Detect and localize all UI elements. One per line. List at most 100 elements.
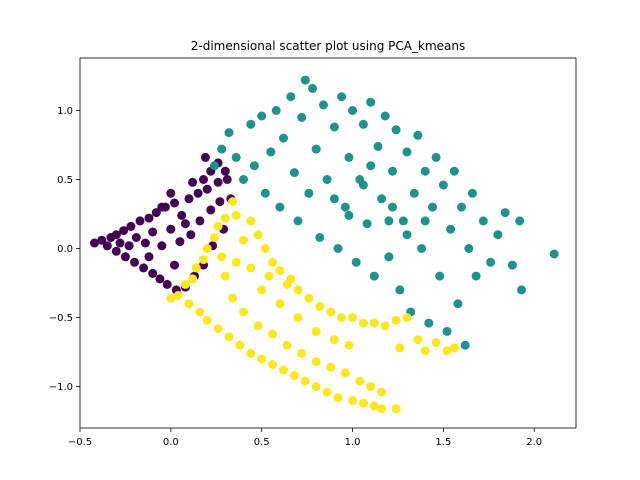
cluster-2-point <box>293 285 303 295</box>
cluster-2-point <box>297 348 307 358</box>
cluster-1-point <box>449 166 459 176</box>
cluster-2-point <box>228 197 238 207</box>
cluster-1-point <box>549 249 559 259</box>
cluster-0-point <box>162 279 172 289</box>
cluster-1-point <box>266 147 276 157</box>
cluster-1-point <box>311 144 321 154</box>
cluster-1-point <box>337 92 347 102</box>
cluster-1-point <box>420 216 430 226</box>
cluster-1-point <box>231 152 241 162</box>
cluster-1-point <box>224 128 234 138</box>
cluster-0-point <box>177 210 187 220</box>
cluster-2-point <box>348 395 357 405</box>
cluster-2-point <box>311 382 321 392</box>
cluster-2-series <box>166 197 459 414</box>
cluster-1-point <box>300 75 310 85</box>
cluster-2-point <box>224 332 234 342</box>
cluster-0-point <box>202 184 212 194</box>
cluster-1-point <box>457 202 466 212</box>
cluster-1-point <box>507 260 517 270</box>
x-tick-label: 0.0 <box>163 437 179 448</box>
cluster-2-point <box>220 213 230 223</box>
cluster-2-point <box>268 360 278 369</box>
cluster-2-point <box>209 233 219 242</box>
cluster-1-point <box>209 161 219 171</box>
cluster-1-point <box>424 318 434 328</box>
cluster-2-point <box>264 271 274 281</box>
cluster-2-point <box>420 346 430 356</box>
cluster-2-point <box>173 291 183 300</box>
cluster-2-point <box>377 404 387 414</box>
cluster-0-point <box>130 257 139 267</box>
cluster-0-point <box>97 235 107 245</box>
cluster-1-point <box>431 152 441 162</box>
cluster-0-point <box>199 175 208 184</box>
cluster-1-point <box>289 168 299 178</box>
cluster-1-point <box>398 216 408 226</box>
cluster-2-point <box>366 382 376 392</box>
cluster-0-point <box>131 233 141 242</box>
cluster-1-point <box>384 216 394 226</box>
cluster-1-point <box>271 106 281 115</box>
cluster-0-point <box>206 205 216 215</box>
cluster-0-point <box>222 175 232 184</box>
cluster-1-point <box>402 147 412 157</box>
cluster-1-point <box>319 100 328 110</box>
cluster-1-point <box>377 194 387 204</box>
x-tick-label: 1.5 <box>435 437 451 448</box>
cluster-2-point <box>199 255 208 265</box>
plot-frame <box>79 57 577 429</box>
cluster-2-point <box>188 274 198 284</box>
cluster-1-point <box>279 133 288 143</box>
cluster-0-point <box>188 177 198 187</box>
cluster-1-point <box>369 271 379 281</box>
x-tick-label: 0.5 <box>254 437 270 448</box>
cluster-2-point <box>333 393 343 403</box>
cluster-2-point <box>275 299 285 309</box>
cluster-1-point <box>340 202 350 212</box>
cluster-2-point <box>402 313 412 323</box>
cluster-1-point <box>297 112 307 122</box>
cluster-2-point <box>358 398 368 408</box>
cluster-1-point <box>249 161 259 171</box>
x-tick-label: 2.0 <box>526 437 542 448</box>
cluster-2-point <box>449 343 459 353</box>
cluster-1-point <box>344 210 354 220</box>
points-layer <box>90 75 559 414</box>
cluster-1-point <box>413 130 423 140</box>
cluster-1-point <box>373 141 383 151</box>
cluster-0-point <box>120 252 130 262</box>
cluster-0-point <box>170 260 179 270</box>
cluster-2-point <box>253 230 263 240</box>
cluster-2-point <box>289 371 299 380</box>
cluster-0-point <box>170 198 179 208</box>
cluster-2-point <box>220 271 230 281</box>
cluster-2-point <box>337 313 347 323</box>
cluster-0-point <box>166 224 176 234</box>
cluster-2-point <box>358 318 368 328</box>
cluster-1-point <box>464 244 474 253</box>
cluster-1-point <box>358 180 368 190</box>
cluster-2-point <box>304 293 314 303</box>
cluster-0-point <box>175 237 185 247</box>
cluster-1-point <box>486 257 496 267</box>
cluster-2-point <box>340 368 350 378</box>
cluster-2-point <box>431 337 441 347</box>
cluster-1-point <box>257 111 267 121</box>
cluster-1-point <box>391 125 401 135</box>
cluster-2-point <box>344 340 354 350</box>
cluster-1-point <box>344 152 354 162</box>
cluster-1-point <box>308 83 318 93</box>
cluster-2-point <box>235 340 245 350</box>
cluster-1-point <box>333 244 343 253</box>
cluster-0-point <box>111 230 121 240</box>
y-tick-label: 0.0 <box>57 244 73 255</box>
y-tick-label: 0.5 <box>57 175 73 186</box>
cluster-2-point <box>253 321 263 331</box>
cluster-2-point <box>322 387 332 397</box>
cluster-0-point <box>166 188 176 198</box>
cluster-2-point <box>257 285 267 295</box>
cluster-2-point <box>275 266 285 276</box>
cluster-1-point <box>348 106 357 115</box>
